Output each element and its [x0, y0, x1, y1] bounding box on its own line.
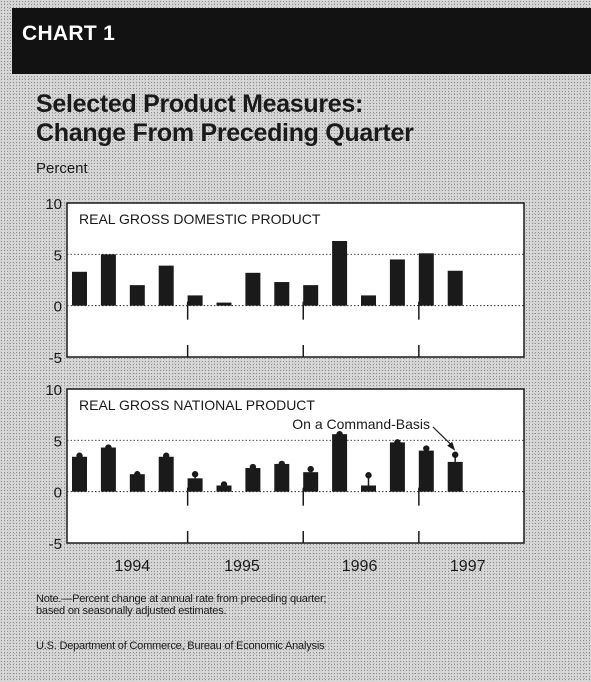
note: Note.—Percent change at annual rate from…: [36, 593, 456, 617]
command-basis-marker: [423, 445, 430, 452]
command-basis-marker: [134, 471, 141, 478]
bar-1994-q4: [158, 456, 174, 492]
command-basis-marker: [191, 471, 199, 478]
bar-1995-q2: [216, 485, 232, 492]
bar-1997-q2: [447, 270, 463, 306]
bar-1994-q1: [72, 271, 87, 306]
x-year-label: 1995: [224, 558, 260, 575]
y-tick-label: 5: [54, 433, 62, 450]
chart-title-line-2: Change From Preceding Quarter: [36, 119, 414, 147]
x-year-label: 1997: [450, 558, 486, 575]
bar-1996-q1: [303, 285, 319, 306]
bar-1995-q1: [187, 478, 203, 492]
x-year-label: 1994: [115, 558, 151, 575]
y-tick-label: -5: [49, 536, 62, 553]
panel-title: REAL GROSS DOMESTIC PRODUCT: [79, 211, 321, 227]
bar-1996-q1: [303, 472, 319, 492]
y-tick-label: 10: [45, 382, 62, 399]
command-basis-marker: [307, 465, 314, 473]
panel-title: REAL GROSS NATIONAL PRODUCT: [79, 397, 315, 413]
source-line: U.S. Department of Commerce, Bureau of E…: [36, 640, 325, 652]
bar-1994-q4: [158, 265, 174, 306]
command-basis-marker: [278, 460, 285, 468]
annotation-label: On a Command-Basis: [292, 416, 430, 432]
bar-1996-q3: [361, 485, 376, 492]
bar-1996-q4: [389, 259, 405, 306]
bar-1994-q2: [100, 447, 116, 492]
command-basis-marker: [76, 452, 83, 459]
bar-1997-q1: [418, 450, 434, 492]
bar-1996-q3: [361, 295, 376, 306]
y-tick-label: 0: [54, 485, 62, 502]
command-basis-marker: [249, 463, 257, 471]
bar-1994-q2: [100, 254, 116, 306]
bar-1995-q4: [274, 282, 290, 306]
bar-1996-q4: [389, 442, 405, 492]
x-year-label: 1996: [342, 558, 378, 575]
note-line-2: based on seasonally adjusted estimates.: [36, 605, 227, 617]
annotation-arrow-line: [432, 426, 454, 448]
bar-1997-q1: [418, 253, 434, 306]
chart-title: Selected Product Measures: Change From P…: [36, 90, 556, 148]
bar-1995-q2: [216, 302, 232, 306]
command-basis-marker: [220, 481, 228, 488]
y-tick-label: -5: [49, 350, 62, 367]
bar-1994-q1: [72, 456, 87, 492]
annotation-arrow-head: [447, 441, 456, 451]
command-basis-marker: [163, 452, 170, 459]
bar-1994-q3: [129, 474, 145, 492]
bar-1995-q3: [245, 468, 261, 492]
y-tick-label: 5: [54, 247, 62, 264]
command-basis-marker: [336, 430, 343, 438]
bar-1995-q4: [274, 463, 290, 492]
bar-1997-q2: [447, 461, 463, 492]
bar-1995-q1: [187, 295, 203, 306]
header-band: [12, 8, 591, 74]
bar-1996-q2: [332, 240, 348, 306]
chart-title-line-1: Selected Product Measures:: [36, 90, 364, 118]
y-tick-label: 10: [45, 196, 62, 213]
command-basis-marker: [105, 444, 112, 451]
unit-label: Percent: [36, 160, 88, 177]
y-tick-label: 0: [54, 299, 62, 316]
bar-1996-q2: [332, 434, 348, 492]
command-basis-marker: [365, 472, 372, 479]
chart-number-label: CHART 1: [22, 22, 116, 45]
command-basis-marker: [394, 439, 401, 446]
note-line-1: Note.—Percent change at annual rate from…: [36, 593, 327, 605]
command-basis-marker: [452, 451, 459, 458]
chart-panel-1: 10 5 0 -5 REAL GROSS DOMESTIC PRODUCT: [45, 196, 525, 367]
bar-1995-q3: [245, 272, 261, 306]
bar-1994-q3: [129, 285, 145, 306]
chart-panel-2: 10 5 0 -5 REAL GROSS NATIONAL PRODUCT On a Co…: [45, 382, 525, 553]
